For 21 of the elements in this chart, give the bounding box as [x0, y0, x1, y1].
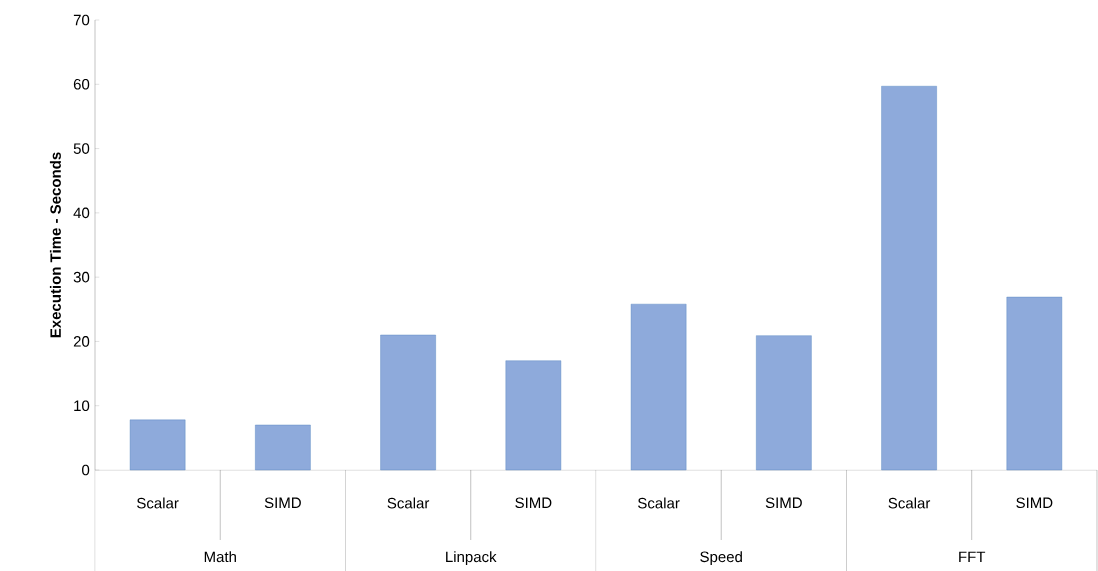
x-tick-label: Scalar [638, 497, 680, 509]
text: FFT [959, 551, 986, 562]
x-tick-label: Scalar [137, 497, 179, 509]
y-axis-title: Execution Time - Seconds [49, 152, 61, 338]
y-tick-label: 30 [73, 271, 90, 283]
y-tick-label: 40 [73, 207, 90, 219]
x-tick-label: SIMD [1016, 497, 1053, 509]
text: Speed [700, 551, 742, 566]
x-tick-label: SIMD [515, 497, 552, 509]
x-tick-label: SIMD [264, 497, 301, 509]
y-tick-label: 70 [73, 14, 90, 26]
x-tick-label: Scalar [888, 497, 931, 509]
y-tick-label: 60 [73, 78, 90, 90]
text: Linpack [446, 551, 497, 566]
x-tick-label: SIMD [765, 497, 802, 509]
y-tick-label: 50 [73, 143, 90, 154]
y-tick-label: 10 [74, 400, 90, 412]
text: Math [204, 551, 236, 563]
y-tick-label: 0 [82, 464, 90, 476]
x-tick-label: Scalar [387, 497, 430, 509]
y-tick-label: 20 [73, 336, 90, 347]
